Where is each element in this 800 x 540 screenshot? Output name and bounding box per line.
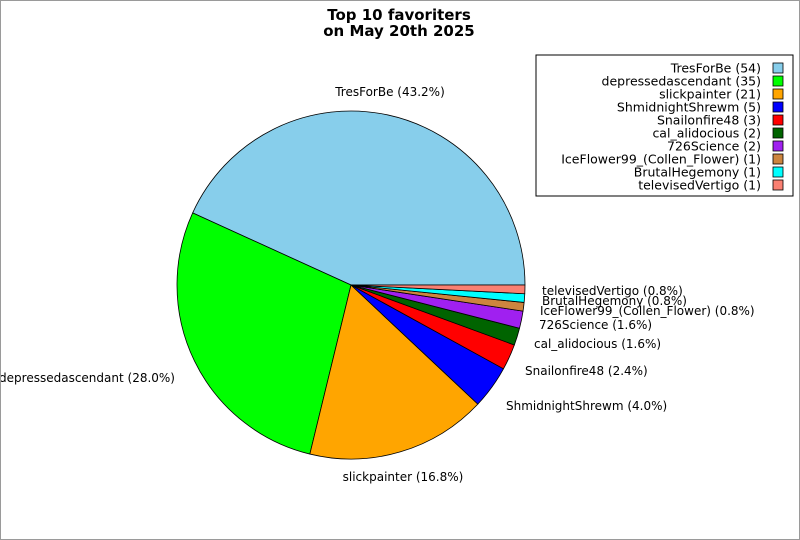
slice-label-televisedVertigo: televisedVertigo (0.8%): [542, 284, 683, 298]
legend: TresForBe (54)depressedascendant (35)sli…: [535, 54, 794, 197]
legend-swatch-ShmidnightShrewm: [772, 101, 784, 113]
legend-label-726Science: 726Science (2): [667, 139, 761, 154]
legend-label-televisedVertigo: televisedVertigo (1): [638, 178, 761, 193]
chart-title-line-1: Top 10 favoriters: [327, 6, 471, 24]
slice-label-726Science: 726Science (1.6%): [539, 318, 652, 332]
legend-box: [535, 54, 794, 197]
legend-swatch-depressedascendant: [772, 75, 784, 87]
pie-slice-depressedascendant: [176, 212, 352, 455]
legend-label-TresForBe: TresForBe (54): [670, 61, 761, 76]
pie-slice-labels: TresForBe (43.2%) depressedascendant (28.…: [1, 85, 755, 484]
pie-slice-slickpainter: [309, 284, 479, 460]
legend-swatch-cal_alidocious: [772, 127, 784, 139]
legend-label-slickpainter: slickpainter (21): [659, 87, 761, 102]
legend-label-depressedascendant: depressedascendant (35): [602, 74, 761, 89]
slice-label-BrutalHegemony: BrutalHegemony (0.8%): [542, 294, 687, 308]
slice-label-Snailonfire48: Snailonfire48 (2.4%): [525, 364, 648, 378]
pie-slice-televisedVertigo: [350, 284, 526, 295]
slice-label-depressedascendant: depressedascendant (28.0%): [1, 371, 175, 385]
chart-title-line-2: on May 20th 2025: [323, 22, 475, 40]
legend-label-ShmidnightShrewm: ShmidnightShrewm (5): [617, 100, 761, 115]
legend-label-BrutalHegemony: BrutalHegemony (1): [634, 165, 761, 180]
legend-label-Snailonfire48: Snailonfire48 (3): [657, 113, 761, 128]
legend-swatch-Snailonfire48: [772, 114, 784, 126]
slice-label-slickpainter: slickpainter (16.8%): [343, 470, 464, 484]
legend-swatch-IceFlower99_(Collen_Flower): [772, 153, 784, 165]
legend-swatch-TresForBe: [772, 62, 784, 74]
pie-slice-TresForBe: [192, 110, 526, 286]
slice-label-IceFlower99_(Collen_Flower): IceFlower99_(Collen_Flower) (0.8%): [540, 304, 755, 318]
slice-label-TresForBe: TresForBe (43.2%): [334, 85, 445, 99]
chart-title: Top 10 favoriters on May 20th 2025: [323, 6, 475, 40]
legend-swatch-726Science: [772, 140, 784, 152]
slice-label-cal_alidocious: cal_alidocious (1.6%): [534, 337, 661, 351]
slice-label-ShmidnightShrewm: ShmidnightShrewm (4.0%): [506, 399, 667, 413]
legend-swatch-BrutalHegemony: [772, 166, 784, 178]
legend-swatch-televisedVertigo: [772, 179, 784, 191]
legend-label-IceFlower99_(Collen_Flower): IceFlower99_(Collen_Flower) (1): [561, 152, 761, 167]
legend-swatch-slickpainter: [772, 88, 784, 100]
legend-label-cal_alidocious: cal_alidocious (2): [652, 126, 761, 141]
pie-slices: [176, 110, 526, 460]
